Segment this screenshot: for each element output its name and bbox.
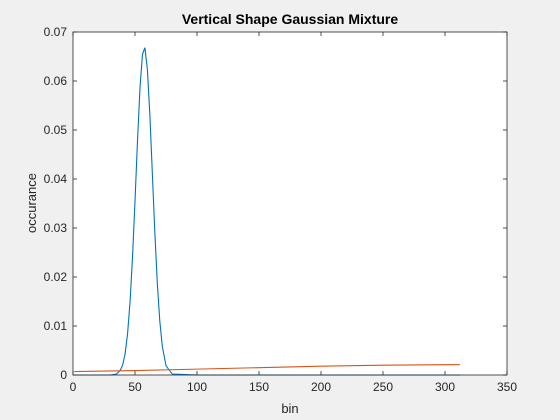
- chart-title: Vertical Shape Gaussian Mixture: [182, 11, 399, 27]
- x-ticks: 0 50 100 150 200 250 300 350: [70, 32, 517, 394]
- y-tick-label: 0.05: [44, 123, 68, 137]
- x-tick-label: 0: [70, 380, 77, 394]
- y-tick-label: 0.01: [44, 319, 68, 333]
- series-line-2: [74, 364, 460, 373]
- x-tick-label: 150: [249, 380, 269, 394]
- x-tick-label: 200: [311, 380, 331, 394]
- y-tick-label: 0.04: [44, 172, 68, 186]
- y-axis-label: occurance: [24, 173, 39, 233]
- y-ticks: 0 0.01 0.02 0.03 0.04 0.05 0.06 0.07: [44, 25, 507, 382]
- y-tick-label: 0.03: [44, 221, 68, 235]
- x-tick-label: 250: [373, 380, 393, 394]
- axes-box: [72, 31, 508, 376]
- x-tick-label: 100: [187, 380, 207, 394]
- plot-area: [73, 32, 507, 375]
- x-axis-label: bin: [281, 401, 298, 416]
- x-tick-label: 50: [128, 380, 142, 394]
- x-tick-label: 350: [497, 380, 517, 394]
- y-tick-label: 0.07: [44, 25, 68, 39]
- y-tick-label: 0.06: [44, 74, 68, 88]
- y-tick-label: 0.02: [44, 270, 68, 284]
- x-tick-label: 300: [435, 380, 455, 394]
- y-tick-label: 0: [60, 368, 67, 382]
